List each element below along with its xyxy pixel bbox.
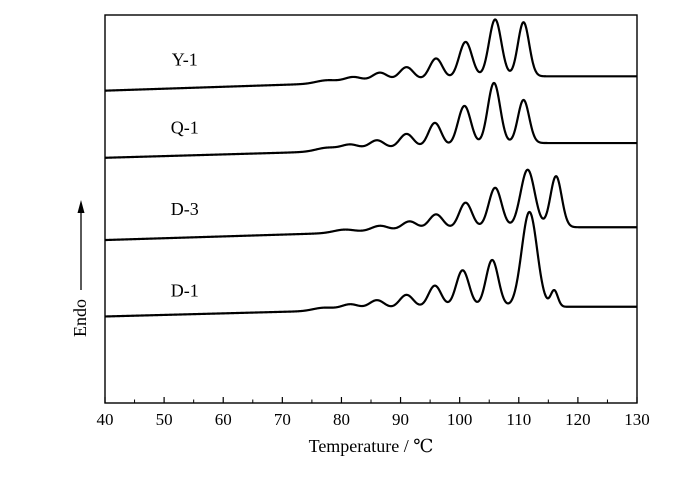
- curve-labels: Y-1 Q-1 D-3 D-1: [171, 49, 199, 300]
- curve-label-d-3: D-3: [171, 199, 199, 219]
- curve-label-y-1: Y-1: [172, 49, 198, 69]
- dsc-curves: [104, 18, 638, 318]
- x-tick-label: 50: [156, 410, 173, 429]
- curve-label-d-1: D-1: [171, 280, 199, 300]
- curve-label-q-1: Q-1: [171, 117, 199, 137]
- x-axis-ticks: 40 50 60 70 80 90 100 110 120 130: [97, 397, 650, 429]
- series-line-d-1: [104, 210, 638, 318]
- x-tick-label: 120: [565, 410, 591, 429]
- x-axis-title: Temperature / ℃: [309, 436, 434, 456]
- endo-arrow-icon: [77, 200, 85, 290]
- series-line-q-1: [104, 81, 638, 159]
- x-tick-label: 90: [392, 410, 409, 429]
- x-tick-label: 100: [447, 410, 473, 429]
- x-tick-label: 40: [97, 410, 114, 429]
- y-axis-title: Endo: [70, 299, 90, 337]
- series-line-y-1: [104, 18, 638, 92]
- series-line-d-3: [104, 168, 638, 242]
- x-tick-label: 70: [274, 410, 291, 429]
- x-tick-label: 60: [215, 410, 232, 429]
- x-tick-label: 80: [333, 410, 350, 429]
- x-tick-label: 130: [624, 410, 650, 429]
- x-tick-label: 110: [506, 410, 531, 429]
